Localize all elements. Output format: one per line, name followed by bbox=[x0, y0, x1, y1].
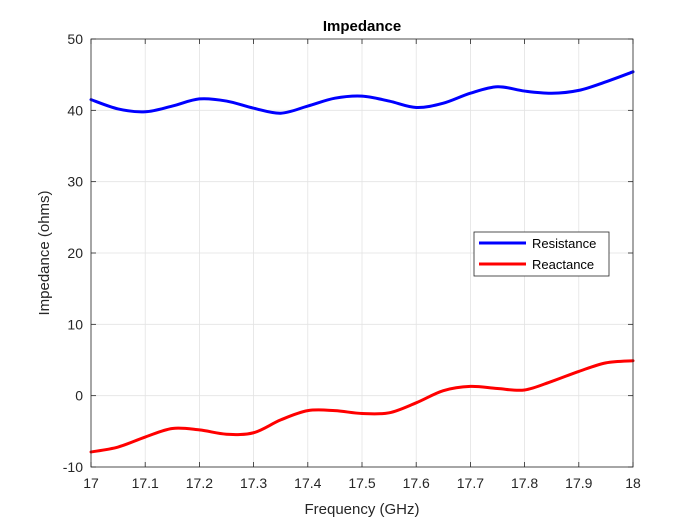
x-tick-label: 17.7 bbox=[457, 475, 484, 491]
legend[interactable]: Resistance Reactance bbox=[473, 231, 610, 277]
x-tick-label: 17.5 bbox=[348, 475, 375, 491]
legend-label-reactance: Reactance bbox=[532, 257, 594, 272]
reactance-line bbox=[89, 359, 635, 454]
x-tick-label: 17.8 bbox=[511, 475, 538, 491]
y-tick-label: 0 bbox=[75, 388, 83, 404]
x-tick-label: 17.4 bbox=[294, 475, 321, 491]
x-tick-label: 17.6 bbox=[403, 475, 430, 491]
x-axis-label: Frequency (GHz) bbox=[304, 501, 419, 518]
y-tick-label: 10 bbox=[67, 316, 83, 332]
x-tick-label: 17.3 bbox=[240, 475, 267, 491]
chart-title: Impedance bbox=[323, 18, 401, 35]
x-tick-label: 17 bbox=[83, 475, 99, 491]
y-axis-label: Impedance (ohms) bbox=[36, 190, 53, 315]
x-tick-label: 17.1 bbox=[132, 475, 159, 491]
y-tick-label: -10 bbox=[63, 459, 83, 475]
x-tick-label: 18 bbox=[625, 475, 641, 491]
y-tick-label: 30 bbox=[67, 174, 83, 190]
legend-label-resistance: Resistance bbox=[532, 236, 596, 251]
y-tick-label: 40 bbox=[67, 102, 83, 118]
axis-ticks: 17 17.1 17.2 17.3 17.4 17.5 17.6 17.7 17.8 17.9 18… bbox=[63, 31, 641, 491]
x-tick-label: 17.2 bbox=[186, 475, 213, 491]
legend-box bbox=[473, 231, 610, 277]
resistance-line bbox=[89, 70, 635, 115]
y-tick-label: 20 bbox=[67, 245, 83, 261]
y-tick-label: 50 bbox=[67, 31, 83, 47]
x-tick-label: 17.9 bbox=[565, 475, 592, 491]
series-lines bbox=[89, 70, 635, 454]
